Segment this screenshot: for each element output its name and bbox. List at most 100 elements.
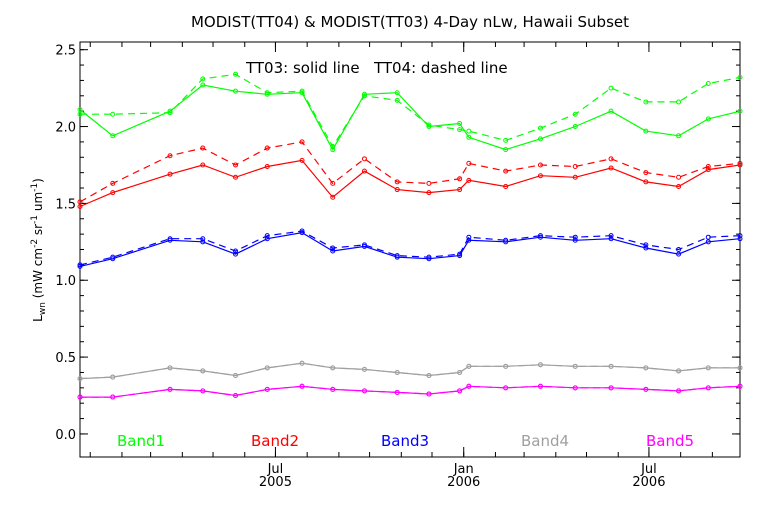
band2-dashed-point xyxy=(77,199,83,205)
band2-dashed-point xyxy=(466,160,472,166)
band1-dashed-point xyxy=(537,125,543,131)
band1-dashed-point xyxy=(503,137,509,143)
x-tick-label: Jul xyxy=(267,462,284,477)
band3-solid-point xyxy=(676,251,682,257)
band5-dashed-line xyxy=(80,385,741,398)
band2-dashed-point xyxy=(643,170,649,176)
band4-solid-point xyxy=(200,368,206,374)
band2-solid-point xyxy=(110,190,116,196)
band2-dashed-point xyxy=(503,168,509,174)
band1-solid-point xyxy=(643,128,649,134)
band3-solid-point xyxy=(330,248,336,254)
band4-solid-point xyxy=(608,363,614,369)
legend-label-band2: Band2 xyxy=(251,432,299,450)
band2-dashed-point xyxy=(426,180,432,186)
band2-solid-point xyxy=(572,174,578,180)
band2-dashed-point xyxy=(110,180,116,186)
band5-solid-point xyxy=(110,394,116,400)
band1-dashed-line xyxy=(80,73,741,148)
band1-solid-point xyxy=(167,108,173,114)
band3-solid-point xyxy=(167,237,173,243)
band5-solid-line xyxy=(80,385,741,398)
y-axis: 0.0 0.5 1.0 1.5 2.0 2.5 xyxy=(55,44,740,443)
band4-solid-point xyxy=(503,363,509,369)
band2-solid-point xyxy=(200,162,206,168)
band3-solid-point xyxy=(233,251,239,257)
band2-solid-point xyxy=(503,183,509,189)
band1-dashed-point xyxy=(457,127,463,133)
band1-solid-point xyxy=(299,90,305,96)
band1-solid-point xyxy=(264,91,270,97)
band5-solid-point xyxy=(330,386,336,392)
band3-solid-point xyxy=(361,243,367,249)
band2-solid-point xyxy=(330,194,336,200)
band4-solid-point xyxy=(264,365,270,371)
band4-solid-point xyxy=(299,360,305,366)
band4-solid-point xyxy=(737,365,743,371)
band5-solid-point xyxy=(608,385,614,391)
band3-dashed-point xyxy=(572,234,578,240)
y-tick-label: 1.5 xyxy=(55,197,76,212)
band2-dashed-point xyxy=(608,156,614,162)
band5-solid-point xyxy=(361,388,367,394)
band3-solid-point xyxy=(608,236,614,242)
band3-solid-point xyxy=(426,256,432,262)
band5-solid-point xyxy=(466,383,472,389)
band3-solid-point xyxy=(503,239,509,245)
band2-dashed-point xyxy=(200,145,206,151)
x-tick-label: Jul xyxy=(640,462,657,477)
band5-solid-point xyxy=(705,385,711,391)
band5-solid-point xyxy=(537,383,543,389)
band4-solid-point xyxy=(537,362,543,368)
band3-solid-point xyxy=(299,230,305,236)
band3-solid-point xyxy=(110,256,116,262)
band4-solid-point xyxy=(457,369,463,375)
band1-dashed-point xyxy=(737,74,743,80)
band3-dashed-point xyxy=(200,236,206,242)
band2-dashed-point xyxy=(572,164,578,169)
band3-dashed-line xyxy=(79,230,741,266)
band1-solid-point xyxy=(608,108,614,114)
band5-solid-point xyxy=(167,386,173,392)
band1-solid-point xyxy=(361,91,367,97)
band2-solid-point xyxy=(233,174,239,180)
band1-solid-point xyxy=(503,147,509,153)
band2-solid-point xyxy=(426,190,432,196)
band4-solid-point xyxy=(233,373,239,379)
band2-dashed-point xyxy=(167,153,173,159)
y-tick-label: 2.0 xyxy=(55,121,76,136)
y-axis-label: Lwn (mW cm-2 sr-1 um-1) xyxy=(30,178,48,322)
band1-dashed-point xyxy=(394,97,400,103)
band1-dashed-point xyxy=(572,111,578,117)
line-style-annotation: TT03: solid line TT04: dashed line xyxy=(245,59,508,77)
band2-solid-point xyxy=(264,164,270,169)
band1-solid-point xyxy=(572,124,578,130)
band3-dashed-point xyxy=(466,234,472,240)
band5-solid-point xyxy=(643,386,649,392)
legend-label-band3: Band3 xyxy=(381,432,429,450)
band4-solid-point xyxy=(572,363,578,369)
band4-solid-point xyxy=(77,376,83,382)
band3-dashed-point xyxy=(330,245,336,251)
band1-solid-point xyxy=(537,136,543,142)
band1-solid-line xyxy=(79,84,741,151)
band1-dashed-point xyxy=(77,111,83,117)
band4-solid-point xyxy=(361,366,367,372)
band1-solid-point xyxy=(737,108,743,114)
band3-solid-point xyxy=(200,239,206,245)
band3-dashed-point xyxy=(608,233,614,239)
band5-solid-point xyxy=(299,383,305,389)
band4-solid-point xyxy=(705,365,711,371)
band1-dashed-point xyxy=(643,99,649,105)
band3-dashed-point xyxy=(705,234,711,240)
band3-solid-point xyxy=(394,254,400,260)
band1-dashed-point xyxy=(608,85,614,91)
band5-solid-point xyxy=(394,389,400,395)
band3-dashed-point xyxy=(643,242,649,248)
band2-dashed-line xyxy=(79,141,741,203)
band1-solid-point xyxy=(394,90,400,96)
band1-solid-point xyxy=(457,120,463,126)
band1-dashed-point xyxy=(676,99,682,105)
legend-label-band5: Band5 xyxy=(646,432,694,450)
